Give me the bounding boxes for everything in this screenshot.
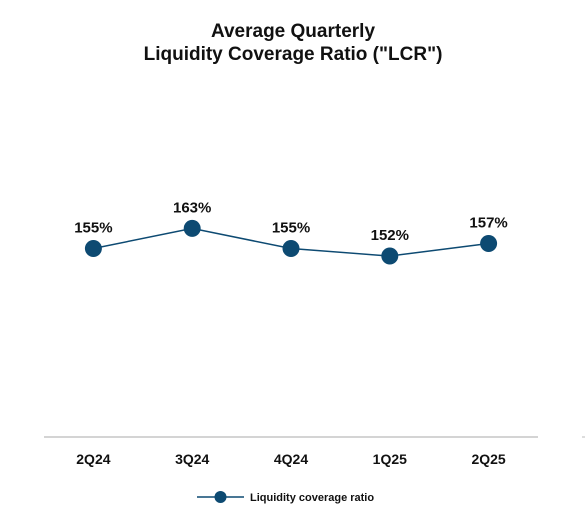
data-label: 155%	[74, 220, 112, 237]
data-label: 155%	[272, 220, 310, 237]
x-tick-label: 4Q24	[274, 451, 308, 467]
legend: Liquidity coverage ratio	[197, 491, 374, 504]
data-point	[381, 247, 399, 265]
data-point	[282, 240, 300, 257]
series-layer: 155% 163% 155% 152% 157%	[74, 199, 508, 265]
data-point	[480, 234, 498, 252]
x-tick-label: 1Q25	[373, 451, 407, 467]
data-point	[183, 219, 201, 237]
x-tick-label: 3Q24	[175, 451, 209, 467]
x-tick-label: 2Q25	[471, 451, 505, 467]
chart-title: Average Quarterly Liquidity Coverage Rat…	[0, 20, 586, 66]
data-label: 152%	[371, 227, 409, 244]
data-label: 157%	[469, 214, 507, 231]
legend-label: Liquidity coverage ratio	[250, 492, 374, 504]
x-tick-label: 2Q24	[76, 451, 110, 467]
data-label: 163%	[173, 199, 211, 216]
legend-marker	[214, 491, 227, 503]
data-point	[84, 240, 102, 257]
x-tick-labels: 2Q24 3Q24 4Q24 1Q25 2Q25	[76, 451, 506, 467]
chart-title-line-2: Liquidity Coverage Ratio ("LCR")	[143, 44, 443, 65]
chart-title-line-1: Average Quarterly	[210, 21, 376, 42]
